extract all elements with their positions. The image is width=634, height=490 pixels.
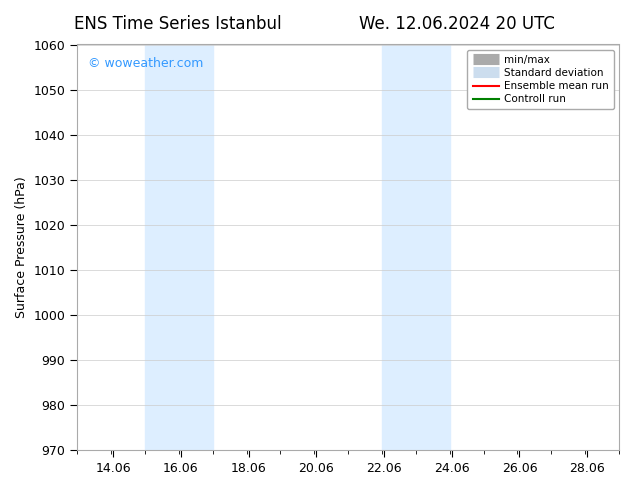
Text: ENS Time Series Istanbul: ENS Time Series Istanbul <box>74 15 281 33</box>
Text: © woweather.com: © woweather.com <box>88 57 204 70</box>
Bar <box>145 45 212 450</box>
Y-axis label: Surface Pressure (hPa): Surface Pressure (hPa) <box>15 176 28 318</box>
Bar <box>382 45 450 450</box>
Text: We. 12.06.2024 20 UTC: We. 12.06.2024 20 UTC <box>359 15 554 33</box>
Legend: min/max, Standard deviation, Ensemble mean run, Controll run: min/max, Standard deviation, Ensemble me… <box>467 49 614 109</box>
